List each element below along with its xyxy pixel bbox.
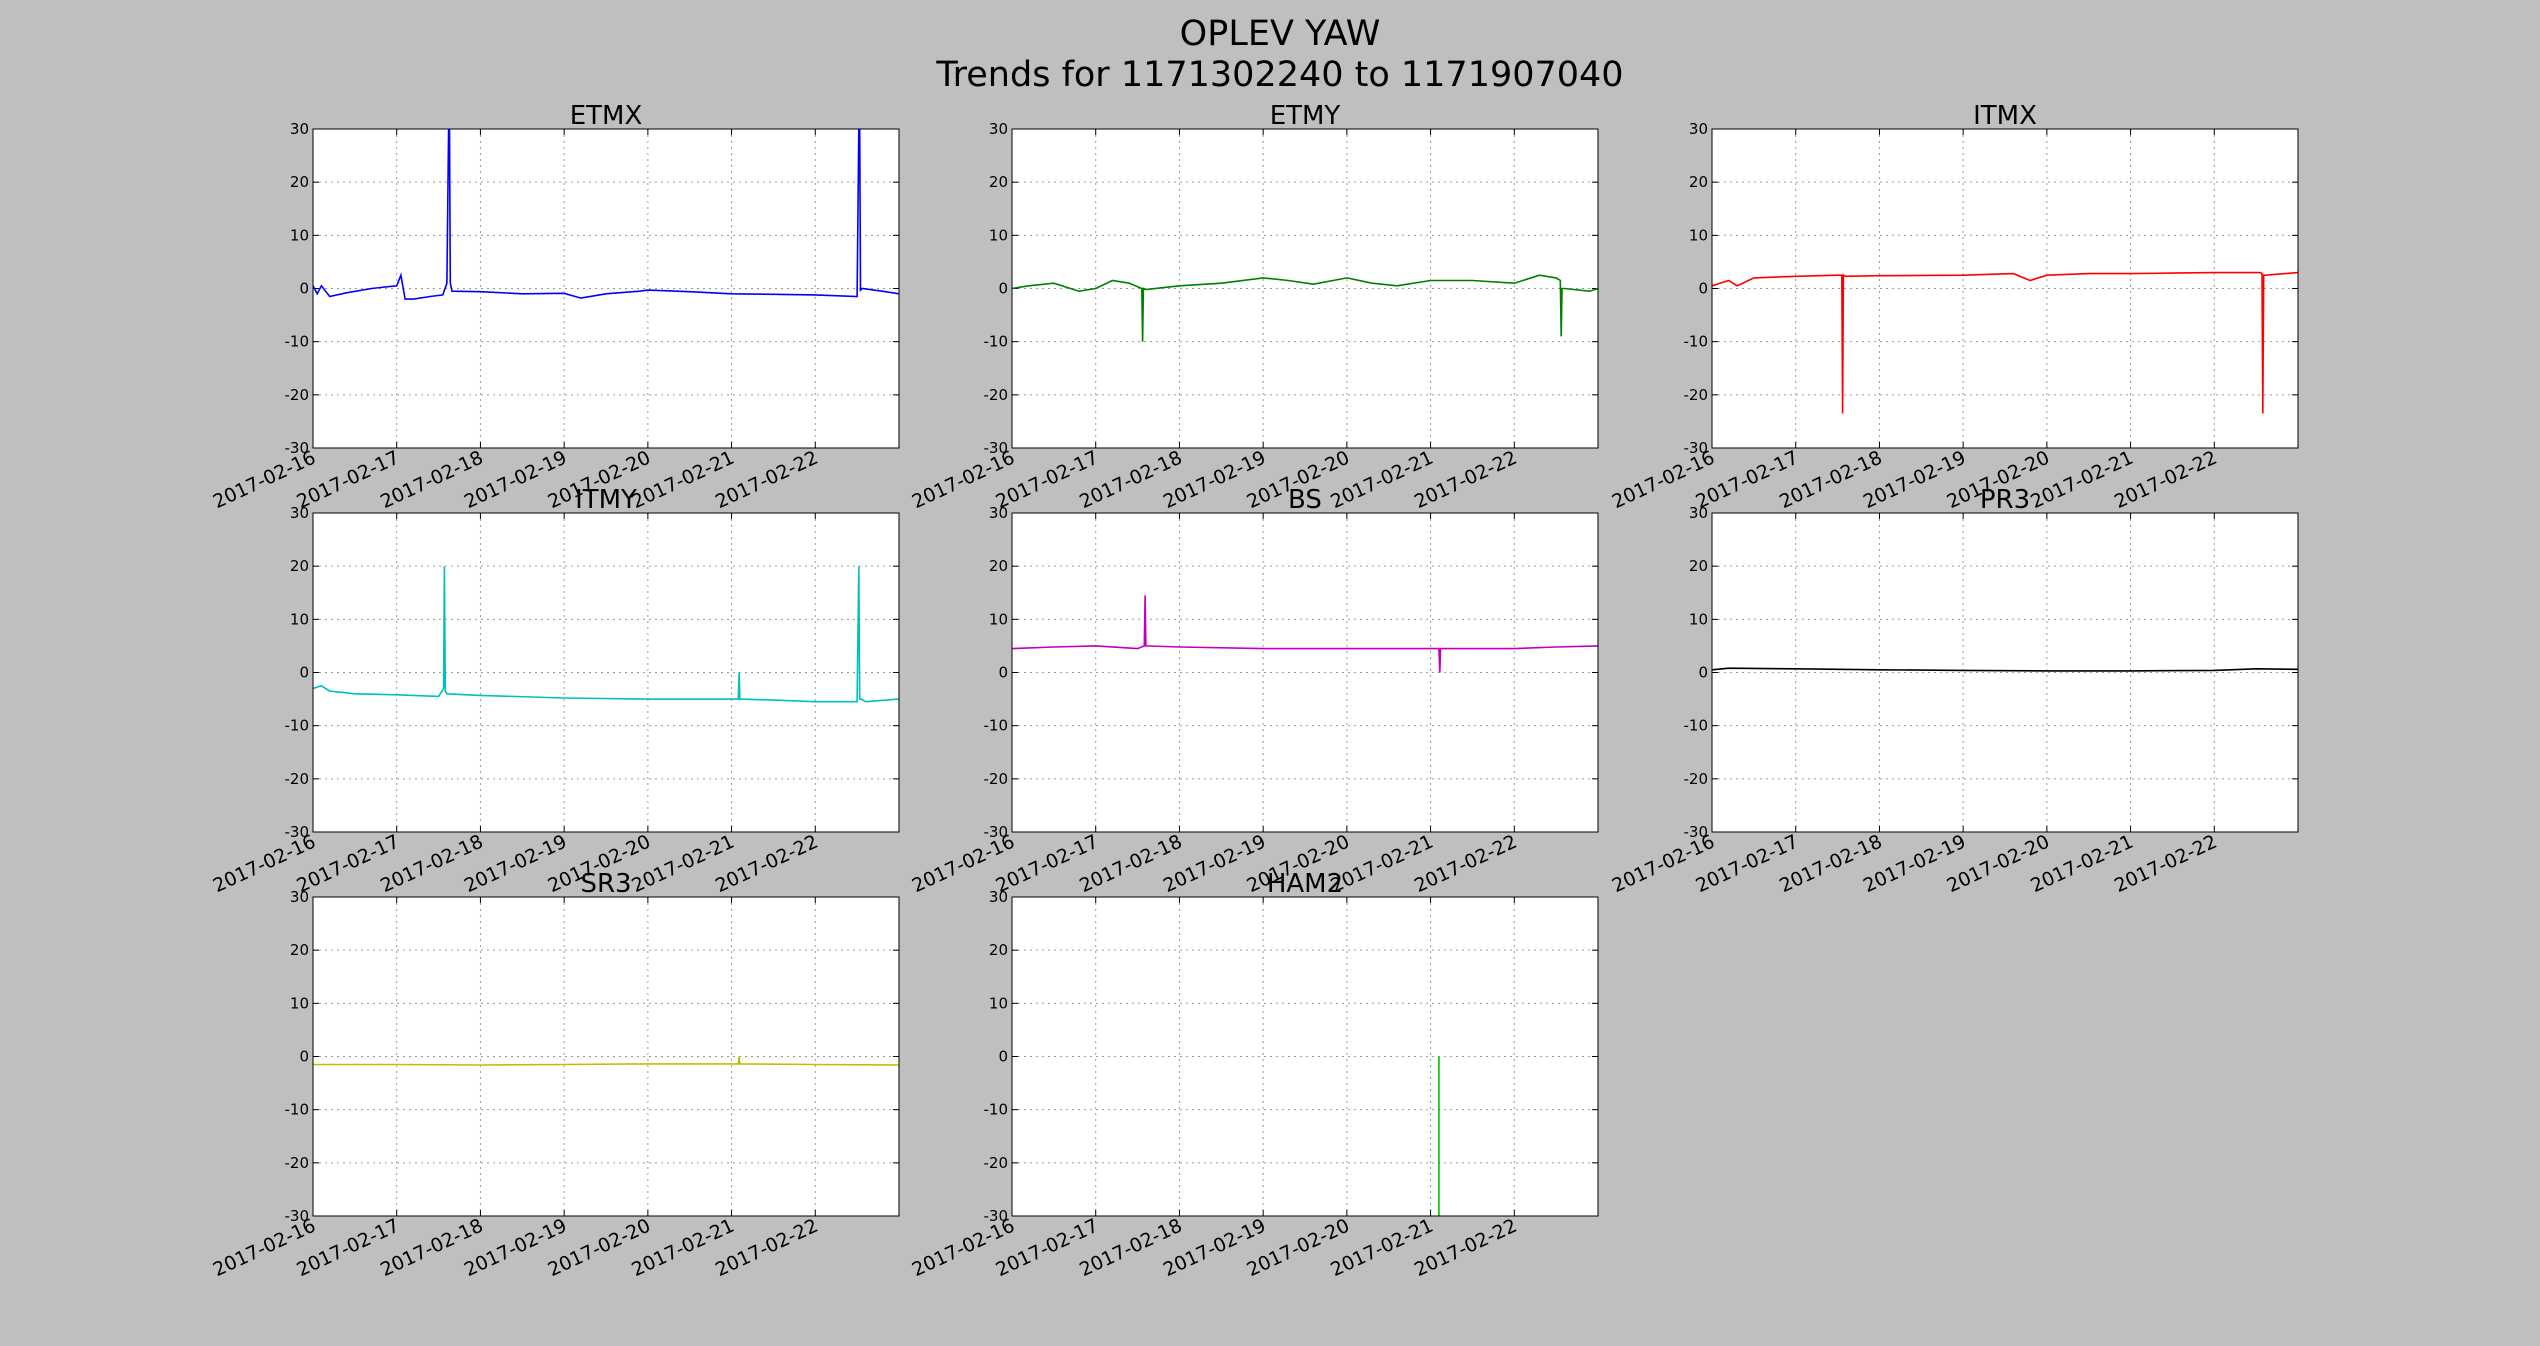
subplot-title: HAM2 <box>1267 869 1343 899</box>
figure-title-line-2: Trends for 1171302240 to 1171907040 <box>936 55 1624 95</box>
y-tick-label: 0 <box>998 280 1008 298</box>
y-tick-label: -20 <box>1684 770 1709 788</box>
y-tick-label: 10 <box>1689 226 1708 244</box>
y-tick-label: 20 <box>290 557 309 575</box>
y-tick-label: -20 <box>984 770 1009 788</box>
plot-frame <box>1711 128 2299 449</box>
y-tick-label: -10 <box>1684 717 1709 735</box>
figure-title-line-1: OPLEV YAW <box>1179 14 1381 54</box>
plot-frame <box>1011 128 1599 449</box>
subplot-title: SR3 <box>580 869 631 899</box>
subplot-pr3: 3020100-10-20-302017-02-162017-02-172017… <box>1609 485 2299 897</box>
y-tick-label: -10 <box>1684 333 1709 351</box>
subplot-title: ETMY <box>1270 101 1341 131</box>
plot-frame <box>1711 512 2299 833</box>
y-tick-label: 0 <box>1698 280 1708 298</box>
y-tick-label: 30 <box>290 120 309 138</box>
subplot-bs: 3020100-10-20-302017-02-162017-02-172017… <box>909 485 1599 897</box>
y-tick-label: 0 <box>299 664 309 682</box>
series-line-etmx <box>313 129 899 300</box>
plot-frame <box>312 512 900 833</box>
series-line-etmy <box>1012 274 1598 342</box>
y-tick-label: 10 <box>290 610 309 628</box>
y-tick-label: -30 <box>285 823 310 841</box>
subplot-title: PR3 <box>1980 485 2030 515</box>
y-tick-label: -30 <box>1684 439 1709 457</box>
y-tick-label: 20 <box>1689 173 1708 191</box>
plot-frame <box>1011 512 1599 833</box>
y-tick-label: 30 <box>989 504 1008 522</box>
y-tick-label: 10 <box>290 226 309 244</box>
plot-frame <box>1011 896 1599 1217</box>
subplot-title: ETMX <box>570 101 643 131</box>
y-tick-label: 10 <box>989 610 1008 628</box>
y-tick-label: 20 <box>290 173 309 191</box>
y-tick-label: 10 <box>1689 610 1708 628</box>
subplot-title: ITMX <box>1973 101 2037 131</box>
y-tick-label: -30 <box>984 439 1009 457</box>
y-tick-label: 20 <box>989 557 1008 575</box>
series-line-itmy <box>313 566 899 703</box>
series-line-sr3 <box>313 1056 899 1066</box>
series-line-bs <box>1012 595 1598 673</box>
subplot-title: ITMY <box>575 485 637 515</box>
y-tick-label: 30 <box>989 120 1008 138</box>
y-tick-label: 30 <box>1689 120 1708 138</box>
y-tick-label: -30 <box>1684 823 1709 841</box>
subplot-ham2: 3020100-10-20-302017-02-162017-02-172017… <box>909 869 1599 1281</box>
y-tick-label: 10 <box>989 226 1008 244</box>
subplot-etmx: 3020100-10-20-302017-02-162017-02-172017… <box>210 101 900 513</box>
y-tick-label: 30 <box>989 888 1008 906</box>
y-tick-label: 20 <box>290 941 309 959</box>
y-tick-label: -10 <box>984 333 1009 351</box>
y-tick-label: -30 <box>984 1207 1009 1225</box>
y-tick-label: -20 <box>984 386 1009 404</box>
series-line-pr3 <box>1712 667 2298 672</box>
y-tick-label: 30 <box>1689 504 1708 522</box>
y-tick-label: 10 <box>989 994 1008 1012</box>
y-tick-label: -20 <box>1684 386 1709 404</box>
y-tick-label: 0 <box>299 280 309 298</box>
series-line-itmx <box>1712 271 2298 414</box>
subplot-sr3: 3020100-10-20-302017-02-162017-02-172017… <box>210 869 900 1281</box>
y-tick-label: 0 <box>299 1048 309 1066</box>
y-tick-label: 30 <box>290 504 309 522</box>
y-tick-label: -30 <box>285 439 310 457</box>
y-tick-label: -10 <box>285 333 310 351</box>
y-tick-label: 0 <box>998 1048 1008 1066</box>
y-tick-label: 20 <box>989 941 1008 959</box>
y-tick-label: -20 <box>285 770 310 788</box>
subplot-etmy: 3020100-10-20-302017-02-162017-02-172017… <box>909 101 1599 513</box>
y-tick-label: 20 <box>989 173 1008 191</box>
y-tick-label: -10 <box>984 1101 1009 1119</box>
y-tick-label: 10 <box>290 994 309 1012</box>
y-tick-label: -20 <box>285 1154 310 1172</box>
y-tick-label: -10 <box>285 1101 310 1119</box>
y-tick-label: 20 <box>1689 557 1708 575</box>
figure-title: OPLEV YAW Trends for 1171302240 to 11719… <box>0 14 2540 96</box>
y-tick-label: -20 <box>984 1154 1009 1172</box>
subplot-itmy: 3020100-10-20-302017-02-162017-02-172017… <box>210 485 900 897</box>
plot-frame <box>312 896 900 1217</box>
plot-frame <box>312 128 900 449</box>
y-tick-label: 0 <box>998 664 1008 682</box>
y-tick-label: 0 <box>1698 664 1708 682</box>
y-tick-label: -10 <box>285 717 310 735</box>
subplot-itmx: 3020100-10-20-302017-02-162017-02-172017… <box>1609 101 2299 513</box>
subplot-title: BS <box>1288 485 1322 515</box>
y-tick-label: -30 <box>285 1207 310 1225</box>
y-tick-label: 30 <box>290 888 309 906</box>
y-tick-label: -30 <box>984 823 1009 841</box>
y-tick-label: -20 <box>285 386 310 404</box>
y-tick-label: -10 <box>984 717 1009 735</box>
